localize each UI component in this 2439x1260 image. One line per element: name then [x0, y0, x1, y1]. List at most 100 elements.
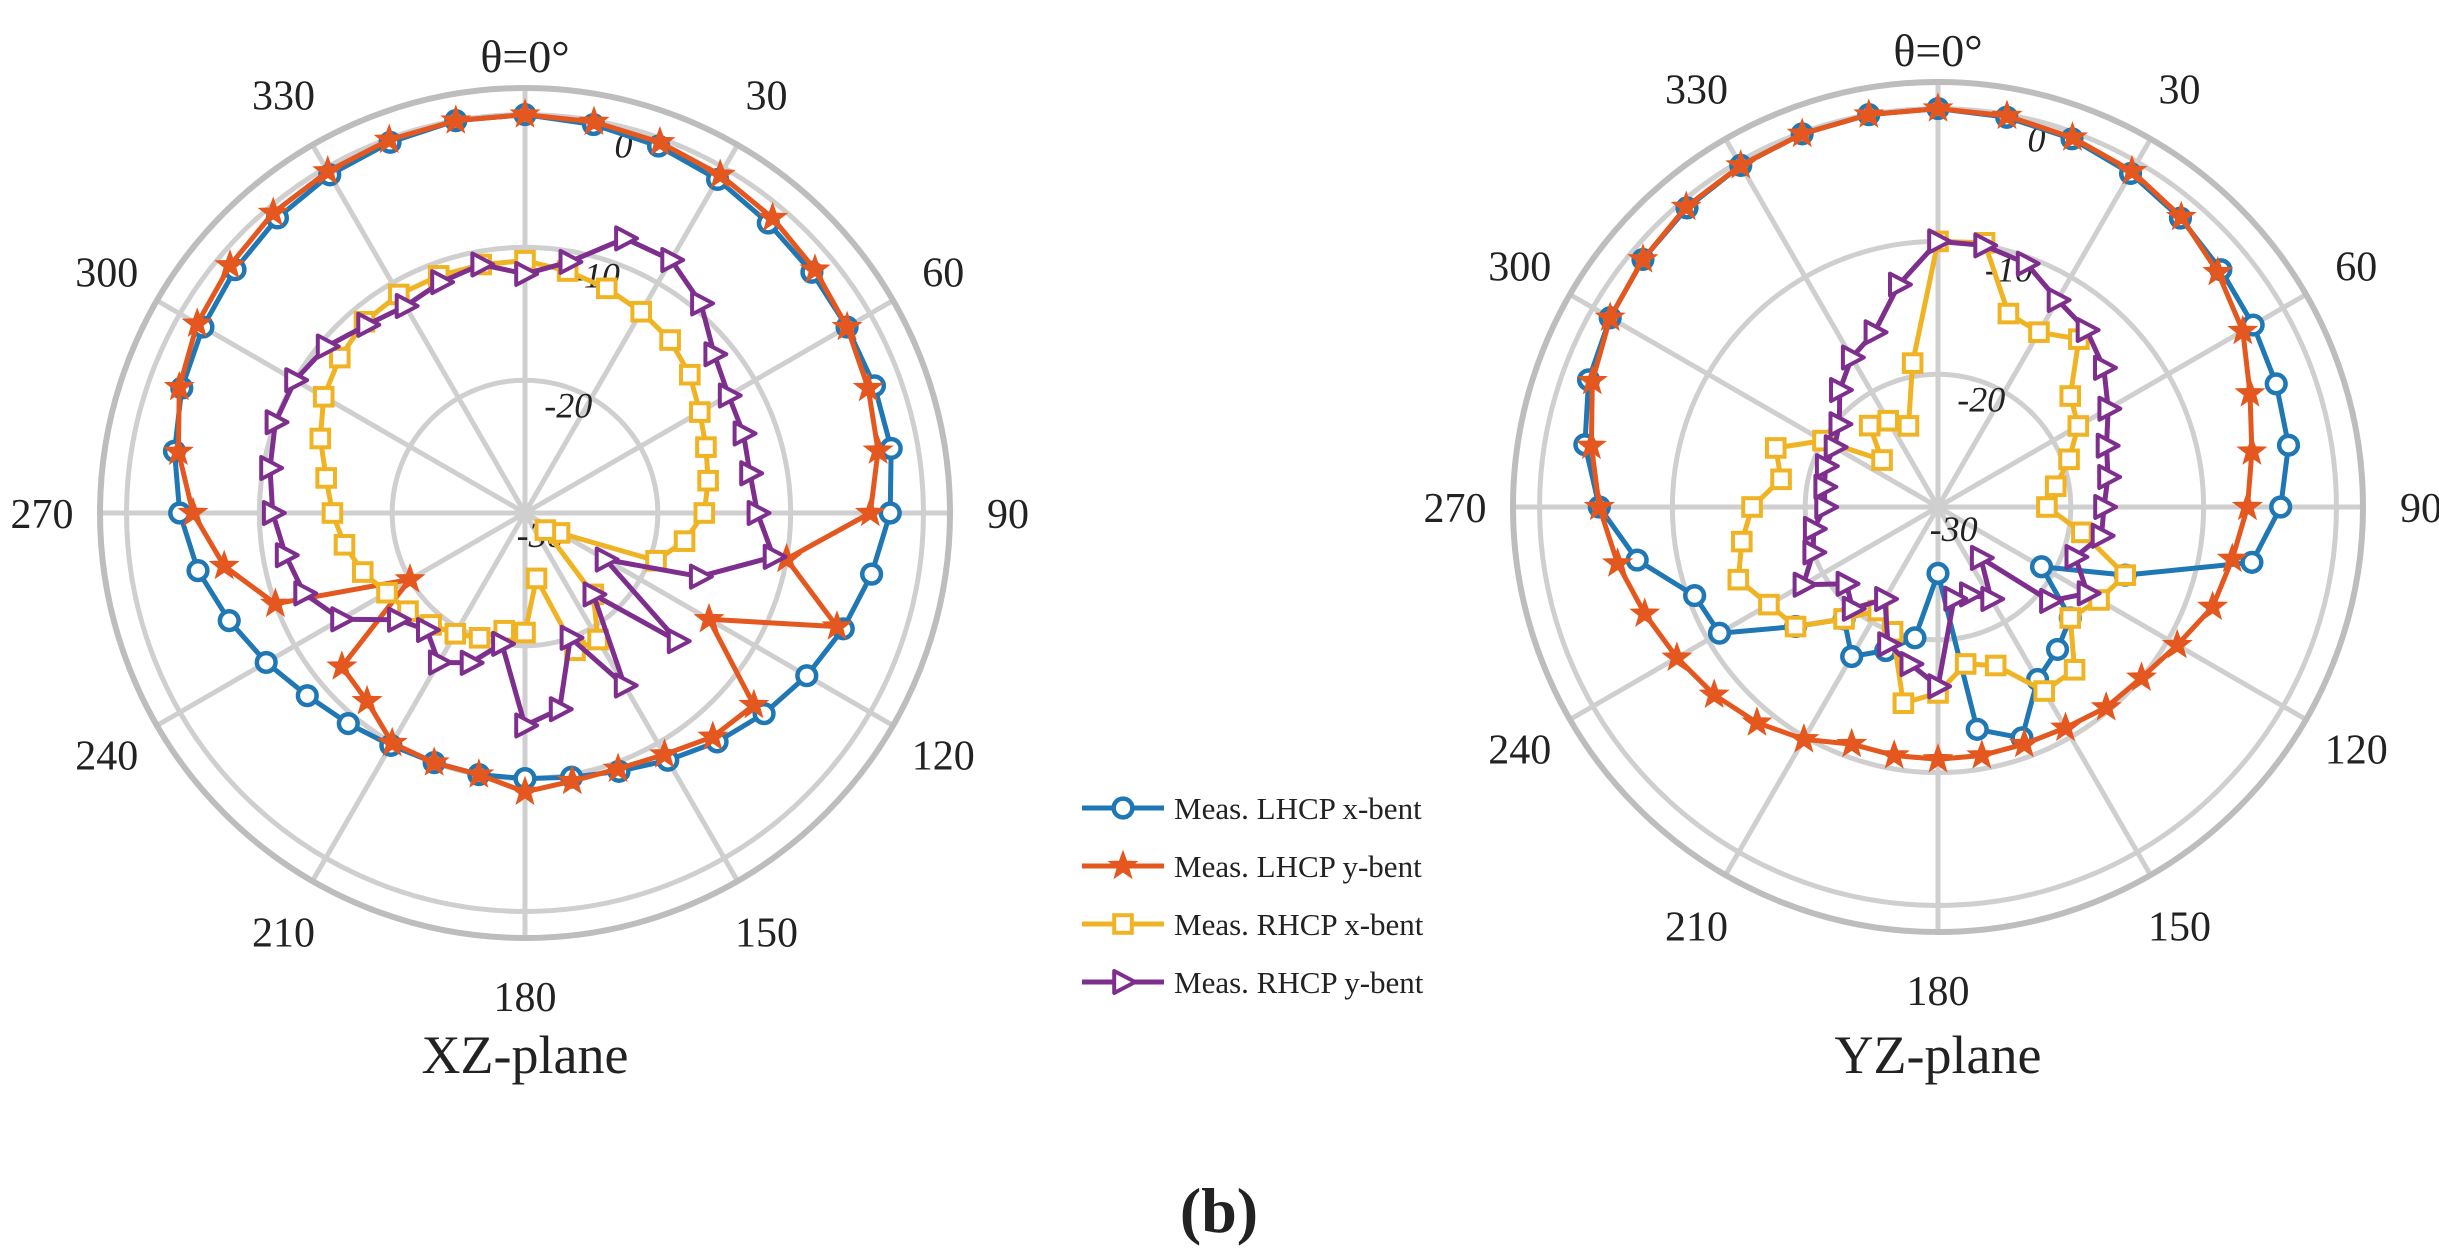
data-point-square	[2036, 496, 2058, 518]
data-point-circle	[1926, 561, 1950, 586]
angle-tick-label: 180	[1907, 969, 1970, 1015]
data-point-star	[351, 684, 383, 715]
data-point-triangle	[1840, 344, 1866, 371]
data-point-triangle	[470, 251, 496, 278]
data-point-star	[163, 370, 195, 401]
data-point-star	[2202, 255, 2234, 286]
data-point-triangle	[293, 580, 319, 607]
data-point-star	[1966, 739, 1998, 769]
angle-tick-label: 90	[2400, 486, 2439, 532]
data-point-star	[1878, 739, 1910, 769]
data-point-triangle	[660, 247, 686, 273]
radial-tick-label: -30	[1930, 509, 1978, 549]
data-point-square	[309, 427, 332, 450]
data-point-square	[1997, 302, 2020, 325]
data-point-triangle	[1888, 271, 1913, 298]
data-point-triangle	[284, 367, 310, 394]
grid-spoke	[1568, 292, 1940, 510]
angle-tick-label: 270	[1424, 486, 1487, 532]
data-point-triangle	[330, 606, 356, 633]
data-point-square	[312, 385, 335, 408]
data-point-star	[1629, 597, 1661, 628]
data-point-triangle	[2093, 494, 2119, 520]
data-point-star	[2161, 628, 2193, 659]
data-point-circle	[254, 650, 278, 675]
data-point-star	[578, 105, 610, 136]
data-point-square	[1741, 496, 1763, 518]
data-point-triangle	[613, 672, 639, 699]
data-point-square	[2028, 321, 2050, 343]
data-point-triangle	[2046, 287, 2072, 313]
angle-tick-label: 210	[252, 910, 315, 956]
data-point-triangle	[1927, 228, 1953, 255]
data-point-triangle	[514, 712, 540, 739]
data-point-star	[1922, 743, 1954, 773]
data-point-star	[757, 201, 789, 232]
angle-tick-label: 150	[2148, 904, 2211, 950]
data-point-star	[2116, 154, 2148, 185]
legend-item: Meas. RHCP y-bent	[1082, 965, 1424, 1000]
angle-tick-label: 90	[987, 492, 1029, 538]
data-point-square	[1901, 352, 1924, 374]
grid-spoke	[1568, 504, 1940, 722]
angle-tick-label: 210	[1665, 904, 1728, 950]
data-point-triangle	[2075, 317, 2101, 343]
data-point-square	[376, 581, 398, 604]
data-point-star	[1594, 301, 1626, 332]
grid-spoke	[522, 143, 740, 515]
data-point-triangle	[614, 225, 639, 252]
data-point-star	[257, 196, 289, 227]
series-3	[1792, 228, 2123, 700]
legend: Meas. LHCP x-bent Meas. LHCP y-bent Meas. …	[1082, 791, 1424, 1000]
data-point-star	[394, 563, 426, 593]
data-point-square	[2058, 448, 2080, 471]
data-point-circle	[795, 664, 819, 688]
data-point-star	[259, 587, 291, 618]
data-point-square	[630, 300, 653, 323]
data-point-star	[2090, 691, 2122, 721]
data-point-star	[1627, 243, 1659, 273]
data-point-triangle	[1823, 434, 1849, 461]
radial-tick-label: -20	[544, 385, 592, 425]
data-point-star	[2227, 314, 2259, 345]
data-point-triangle	[2093, 354, 2118, 381]
angle-tick-label: 300	[1488, 245, 1551, 291]
data-point-triangle	[690, 290, 715, 317]
data-point-square	[1858, 414, 1881, 437]
xz-plane-plot: θ=0°3060901201501802102402703003300-10-2…	[11, 31, 1030, 1021]
data-point-star	[852, 371, 884, 402]
data-point-star	[2231, 490, 2264, 521]
data-point-circle	[2264, 372, 2288, 396]
data-point-triangle	[2097, 464, 2123, 490]
angle-tick-label: 300	[75, 251, 138, 297]
plot-frame	[1510, 79, 2366, 935]
data-point-square	[525, 567, 548, 590]
data-point-star	[854, 496, 886, 527]
data-point-square	[2059, 607, 2082, 629]
legend-label: Meas. LHCP y-bent	[1174, 849, 1422, 884]
data-point-star	[2236, 435, 2268, 465]
data-point-star	[1991, 99, 2023, 130]
data-point-triangle	[746, 500, 772, 526]
data-point-triangle	[261, 500, 287, 526]
data-point-square	[695, 436, 717, 458]
data-point-star	[1836, 727, 1868, 758]
data-point-square	[1727, 568, 1750, 591]
angle-tick-label: 60	[2335, 245, 2377, 291]
data-point-star	[177, 496, 209, 527]
legend-item: Meas. LHCP x-bent	[1082, 791, 1422, 826]
zero-angle-label: θ=0°	[1893, 25, 1982, 76]
data-point-triangle	[427, 649, 453, 676]
data-point-square	[2071, 521, 2093, 544]
data-point-square	[534, 519, 557, 541]
data-point-square	[1758, 593, 1780, 616]
data-point-circle	[1707, 621, 1732, 645]
data-point-triangle	[1927, 673, 1953, 700]
data-point-star	[373, 123, 405, 154]
data-point-square	[444, 622, 467, 645]
data-point-square	[673, 530, 696, 552]
data-point-square	[595, 277, 618, 300]
angle-tick-label: 180	[494, 975, 557, 1021]
data-point-circle	[2269, 495, 2293, 519]
data-point-star	[2216, 542, 2248, 573]
